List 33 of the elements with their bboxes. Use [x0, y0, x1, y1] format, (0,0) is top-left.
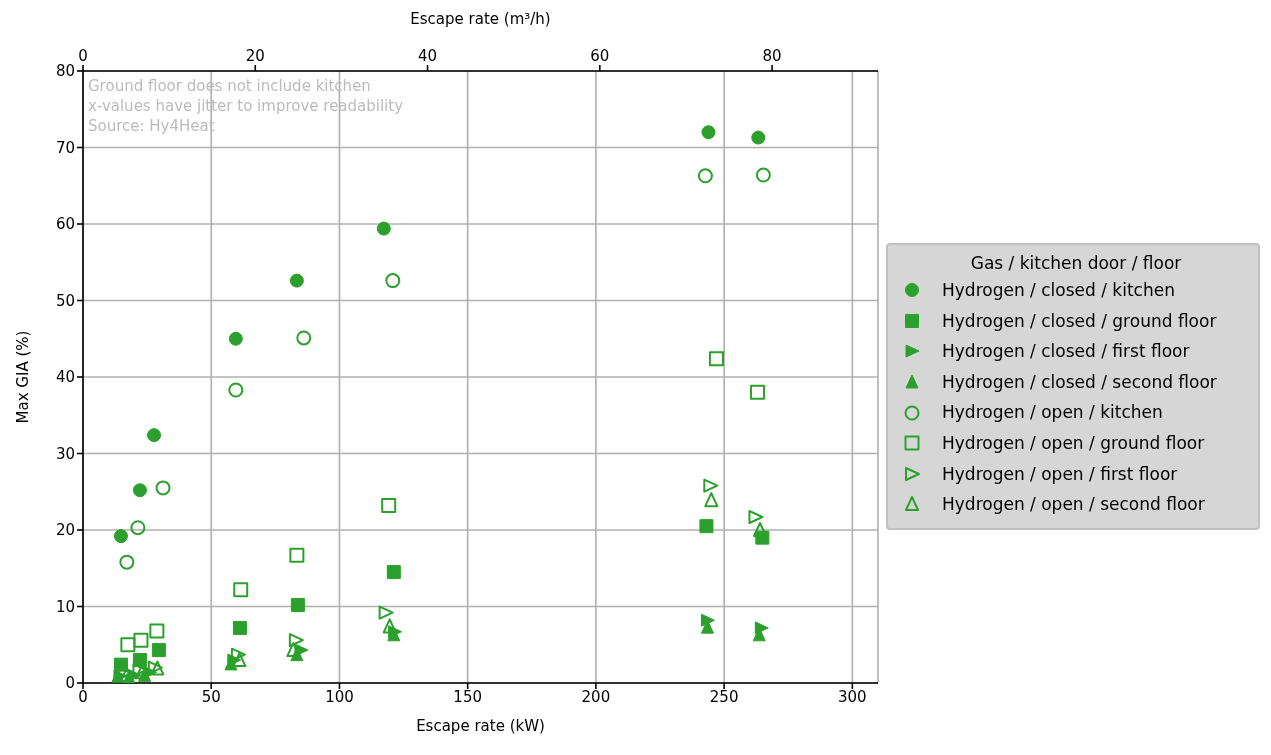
x2-tick-label: 80	[762, 47, 782, 65]
x-tick-label: 0	[78, 687, 88, 706]
legend-label: Hydrogen / closed / first floor	[942, 340, 1190, 364]
y-tick-label: 0	[65, 674, 75, 693]
legend-label: Hydrogen / closed / kitchen	[942, 279, 1175, 302]
x-tick-label: 250	[709, 687, 739, 706]
x2-tick-label: 20	[245, 47, 265, 65]
x-tick-label: 50	[201, 687, 221, 706]
legend-title: Gas / kitchen door / floor	[969, 252, 1183, 275]
y-tick-label: 70	[55, 138, 75, 157]
x-tick-label: 200	[581, 687, 611, 706]
x2-axis-title: Escape rate (m³/h)	[410, 10, 551, 28]
x2-tick-label: 0	[78, 47, 88, 65]
x-tick-label: 150	[453, 687, 482, 706]
y-tick-label: 40	[55, 368, 75, 387]
legend-label: Hydrogen / open / kitchen	[942, 401, 1163, 425]
x-tick-label: 300	[838, 687, 867, 706]
x-tick-label: 100	[325, 687, 354, 706]
y-tick-label: 10	[55, 597, 75, 616]
legend-label: Hydrogen / closed / ground floor	[942, 309, 1217, 333]
y-tick-label: 20	[55, 521, 75, 540]
legend-label: Hydrogen / closed / second floor	[942, 370, 1217, 394]
y-tick-label: 80	[55, 62, 75, 81]
x2-tick-label: 60	[590, 47, 610, 65]
y-tick-label: 50	[55, 291, 75, 310]
x-axis-title: Escape rate (kW)	[416, 717, 545, 735]
y-tick-label: 30	[55, 444, 75, 463]
legend-label: Hydrogen / open / second floor	[942, 493, 1205, 517]
legend-label: Hydrogen / open / ground floor	[942, 431, 1205, 455]
y-axis-title: Max GIA (%)	[14, 330, 33, 424]
legend-label: Hydrogen / open / first floor	[942, 462, 1178, 486]
x2-tick-label: 40	[417, 47, 438, 65]
y-tick-label: 60	[55, 215, 75, 234]
